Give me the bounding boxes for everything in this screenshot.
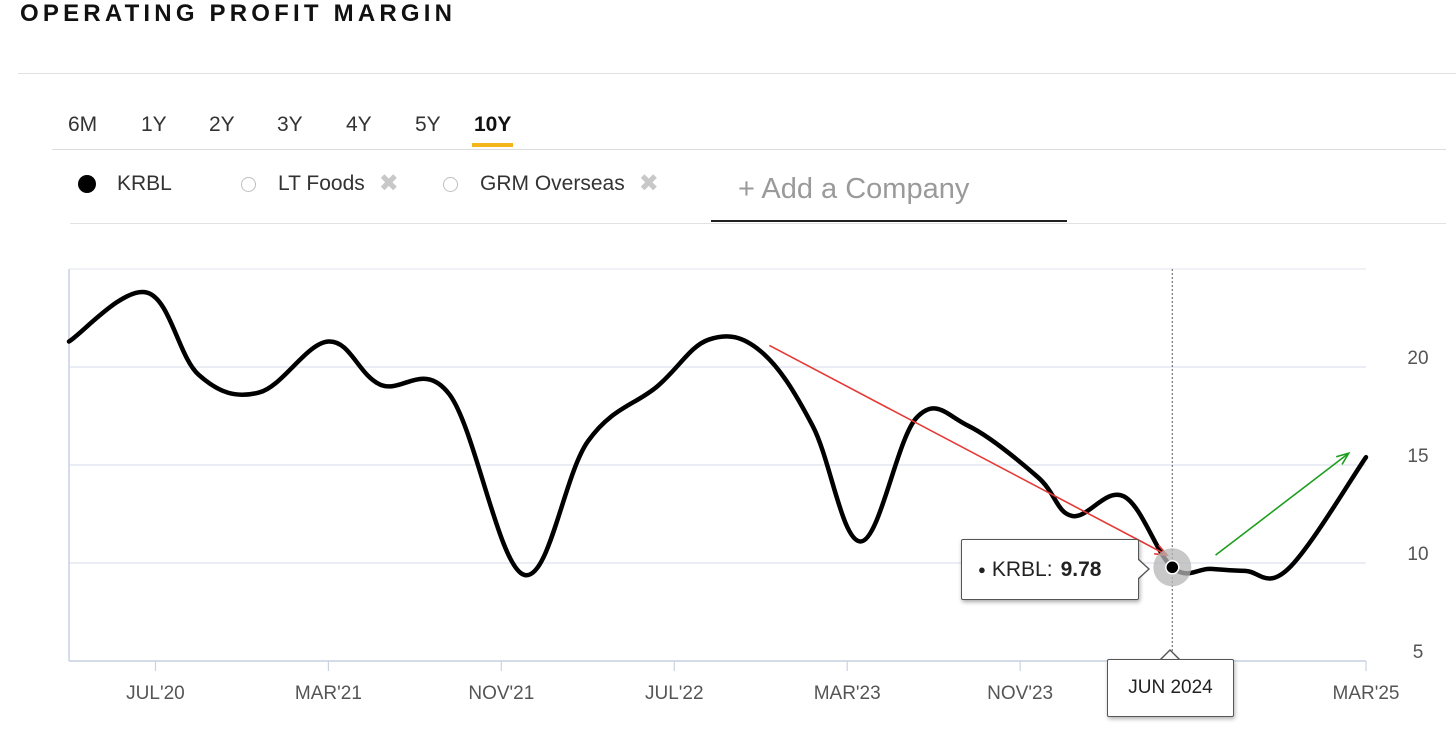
x-tick-label: MAR'25 (1333, 683, 1400, 704)
range-tab-3y[interactable]: 3Y (277, 113, 303, 136)
highlight-point[interactable] (1165, 560, 1180, 575)
page-title: OPERATING PROFIT MARGIN (20, 0, 457, 27)
tooltip-pointer-fill (1137, 559, 1148, 579)
series-dot-empty-icon (443, 176, 458, 192)
title-divider (18, 73, 1456, 74)
x-tick-label: JUL'20 (126, 683, 185, 704)
legend-item-grm-overseas[interactable]: GRM Overseas ✖ (443, 172, 659, 196)
legend: KRBL LT Foods ✖ GRM Overseas ✖ (78, 172, 1078, 208)
legend-label-lt-foods: LT Foods (278, 172, 365, 195)
range-tab-10y[interactable]: 10Y (472, 113, 514, 147)
range-tab-6m[interactable]: 6M (68, 113, 98, 136)
series-dot-empty-icon (241, 176, 256, 192)
x-tick-label: MAR'21 (295, 683, 362, 704)
value-tooltip: ● KRBL: 9.78 (961, 539, 1139, 600)
legend-item-krbl[interactable]: KRBL (78, 172, 172, 196)
y-tick-label: 15 (1407, 446, 1428, 467)
uptrend-line (1215, 452, 1350, 556)
y-tick-label: 10 (1407, 544, 1428, 565)
legend-label-krbl: KRBL (117, 172, 172, 195)
range-tab-4y[interactable]: 4Y (346, 113, 372, 136)
range-tab-1y[interactable]: 1Y (141, 113, 167, 136)
range-tab-5y[interactable]: 5Y (415, 113, 441, 136)
legend-label-grm-overseas: GRM Overseas (480, 172, 625, 195)
tooltip-value: 9.78 (1060, 557, 1102, 581)
x-tick-label: MAR'23 (814, 683, 881, 704)
add-company-input[interactable] (736, 172, 1070, 207)
x-tick-label: NOV'23 (987, 683, 1053, 704)
add-company-field (711, 166, 1070, 222)
y-tick-label: 5 (1413, 642, 1424, 663)
remove-grm-overseas-icon[interactable]: ✖ (638, 170, 659, 197)
trend-up-arrowhead (1335, 451, 1351, 465)
x-tick-label: NOV'21 (468, 683, 534, 704)
tooltip-label: KRBL: (991, 557, 1053, 581)
tooltip-dot-icon: ● (978, 562, 986, 577)
x-tick-label: JUL'22 (645, 683, 704, 704)
range-tab-2y[interactable]: 2Y (209, 113, 235, 136)
legend-item-lt-foods[interactable]: LT Foods ✖ (241, 172, 399, 196)
date-flag-pointer-fill (1161, 651, 1179, 660)
crosshair-date-label: JUN 2024 (1107, 659, 1234, 717)
remove-lt-foods-icon[interactable]: ✖ (378, 170, 399, 197)
series-dot-icon (78, 175, 96, 193)
downtrend-line (769, 344, 1168, 556)
y-tick-label: 20 (1407, 348, 1428, 369)
krbl-series-line[interactable] (66, 289, 1369, 581)
tabs-divider (52, 149, 1446, 150)
legend-divider (70, 223, 1446, 224)
